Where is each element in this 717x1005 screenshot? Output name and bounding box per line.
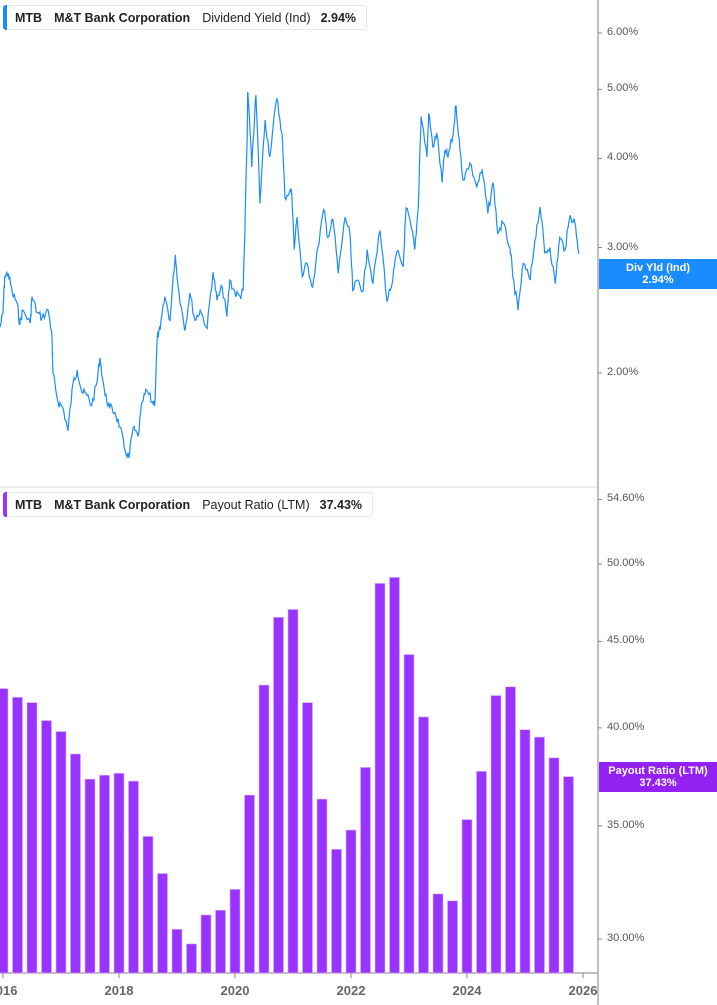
payout-bar-2016Q3 (41, 720, 52, 974)
payout-bar-2023Q3 (447, 900, 458, 974)
badge-label: Div Yld (Ind) (626, 262, 690, 274)
payout-bar-2025Q3 (563, 776, 574, 974)
payout-bar-2020Q2 (258, 684, 270, 974)
payout-bar-2024Q3 (505, 686, 516, 974)
payout-bar-2019Q3 (215, 909, 226, 974)
payout-bar-2015Q4 (0, 688, 9, 974)
payout-bar-2022Q2 (374, 583, 386, 974)
badge-value: 2.94% (642, 274, 674, 286)
bottom-legend: MTB M&T Bank Corporation Payout Ratio (L… (3, 492, 374, 517)
payout-bar-2018Q2 (142, 836, 154, 974)
y-tick-label: 30.00% (607, 932, 645, 944)
y-tick-label: 4.00% (607, 151, 639, 164)
payout-bar-2017Q2 (84, 778, 96, 974)
badge-value: 37.43% (639, 777, 677, 789)
payout-bar-2022Q1 (360, 767, 371, 974)
dividend-yield-line (0, 91, 580, 459)
series-color-swatch (3, 5, 7, 30)
payout-bar-2023Q2 (432, 893, 444, 974)
payout-bar-2021Q3 (331, 848, 342, 974)
payout-bar-2018Q3 (157, 873, 168, 974)
legend-metric: Payout Ratio (LTM) (202, 497, 310, 512)
payout-bar-2016Q1 (12, 696, 23, 974)
payout-bar-2016Q2 (26, 702, 38, 974)
x-tick-label: 2018 (104, 983, 134, 998)
current-payout-badge: Payout Ratio (LTM) 37.43% (599, 762, 717, 792)
payout-bar-2024Q4 (519, 729, 531, 974)
payout-bar-2020Q1 (244, 794, 255, 974)
x-tick-label: 2026 (568, 983, 598, 998)
payout-bar-2017Q3 (99, 774, 110, 974)
y-tick-label: 45.00% (607, 634, 645, 647)
y-tick-label: 3.00% (607, 240, 639, 253)
y-tick-label: 50.00% (607, 557, 645, 570)
payout-bar-2023Q1 (418, 716, 429, 974)
payout-bar-2020Q3 (273, 617, 284, 974)
payout-bar-2019Q2 (200, 914, 212, 974)
payout-bar-2018Q4 (171, 928, 183, 974)
legend-company: M&T Bank Corporation (54, 10, 191, 25)
y-tick-label: 35.00% (607, 818, 645, 831)
y-tick-label: 40.00% (607, 720, 645, 733)
payout-bar-2017Q1 (70, 753, 81, 974)
payout-bar-2017Q4 (113, 772, 125, 974)
legend-metric: Dividend Yield (Ind) (202, 10, 311, 25)
payout-bar-2023Q4 (461, 819, 473, 974)
x-tick-label: 2020 (220, 983, 250, 998)
payout-bar-2020Q4 (287, 609, 299, 974)
series-color-swatch (3, 492, 7, 517)
legend-ticker: MTB (15, 10, 43, 25)
legend-company: M&T Bank Corporation (54, 497, 191, 512)
legend-value: 37.43% (319, 497, 363, 512)
payout-bar-2019Q1 (186, 943, 197, 974)
y-tick-marks (598, 32, 602, 940)
x-tick-label: 2022 (336, 983, 366, 998)
x-tick-label: 2016 (0, 983, 18, 998)
payout-bar-2022Q4 (403, 654, 415, 974)
y-tick-label: 54.60% (607, 492, 645, 505)
payout-bar-2025Q2 (548, 757, 560, 974)
payout-bar-2016Q4 (55, 731, 67, 974)
top-legend: MTB M&T Bank Corporation Dividend Yield … (3, 5, 368, 30)
x-tick-marks (2, 973, 584, 978)
y-tick-label: 5.00% (607, 82, 639, 95)
y-tick-label: 2.00% (607, 366, 639, 378)
payout-bar-2024Q1 (476, 771, 487, 974)
badge-label: Payout Ratio (LTM) (608, 765, 708, 777)
current-yield-badge: Div Yld (Ind) 2.94% (599, 259, 717, 289)
legend-value: 2.94% (320, 10, 357, 25)
payout-bar-2025Q1 (534, 736, 545, 974)
payout-bar-2021Q1 (302, 702, 313, 974)
payout-bars (0, 577, 574, 974)
y-tick-label: 6.00% (607, 25, 639, 38)
payout-bar-2024Q2 (490, 695, 502, 974)
payout-bar-2021Q4 (345, 829, 357, 974)
legend-ticker: MTB (15, 497, 43, 512)
payout-bar-2018Q1 (128, 780, 139, 974)
payout-bar-2021Q2 (316, 798, 328, 974)
payout-bar-2022Q3 (389, 577, 400, 974)
x-tick-label: 2024 (452, 983, 482, 998)
payout-bar-2019Q4 (229, 889, 241, 974)
